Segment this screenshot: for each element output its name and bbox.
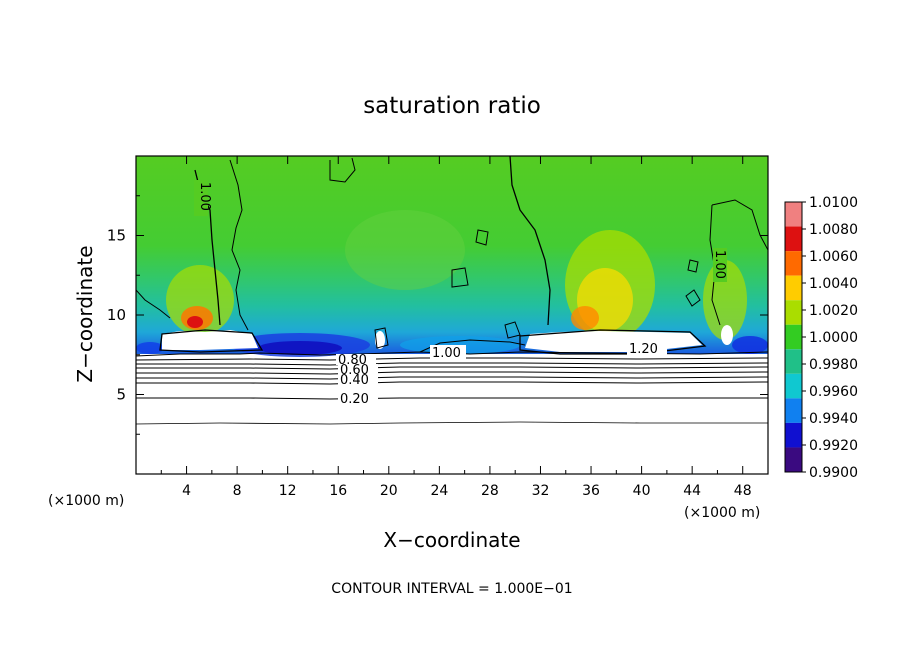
colorbar-swatch xyxy=(785,275,802,301)
colorbar-label: 1.0060 xyxy=(809,249,858,265)
contour-interval-note: CONTOUR INTERVAL = 1.000E−01 xyxy=(331,581,572,597)
colorbar-swatch xyxy=(785,349,802,374)
contour-label-bg xyxy=(627,341,667,355)
contour-label-bg xyxy=(338,392,378,405)
cloud-small-1 xyxy=(375,331,385,349)
x-tick-label: 12 xyxy=(279,483,297,499)
colorbar-label: 0.9940 xyxy=(809,411,858,427)
contour-label-bg xyxy=(336,354,376,365)
contour-label-1-00-a: 1.00 xyxy=(197,182,212,211)
x-tick-label: 40 xyxy=(633,483,651,499)
contour-label-1-00-c: 1.00 xyxy=(432,346,461,361)
x-axis: 4 8 12 16 20 24 28 32 36 40 44 48 xyxy=(160,156,752,499)
dry-pocket-edge xyxy=(136,342,164,354)
contour-label-bg xyxy=(430,345,466,359)
x-axis-label: X−coordinate xyxy=(383,528,520,552)
colorbar-label: 1.0040 xyxy=(809,276,858,292)
x-unit-left: (×1000 m) xyxy=(48,493,124,509)
contour-lines xyxy=(136,156,768,425)
y-axis-label: Z−coordinate xyxy=(73,245,97,382)
x-tick-label: 32 xyxy=(532,483,550,499)
x-unit-right: (×1000 m) xyxy=(684,505,760,521)
plume-mid xyxy=(345,210,465,290)
x-tick-label: 20 xyxy=(380,483,398,499)
moist-layer xyxy=(136,156,768,356)
plume-west-hot xyxy=(187,316,203,328)
colorbar-label: 0.9960 xyxy=(809,384,858,400)
colorbar: 1.0100 1.0080 1.0060 1.0040 1.0020 1.0000 0.99… xyxy=(784,195,858,481)
dry-pocket-west-core xyxy=(258,341,342,355)
colorbar-label: 1.0080 xyxy=(809,222,858,238)
x-tick-label: 24 xyxy=(430,483,448,499)
contour-label-bg xyxy=(194,180,208,216)
colorbar-swatch xyxy=(785,447,802,472)
y-tick-label: 10 xyxy=(107,306,126,324)
contour-label-group: 1.00 1.00 1.00 1.20 0.80 0.60 0.40 0.20 xyxy=(194,180,727,407)
heatmap-field: 1.00 1.00 1.00 1.20 0.80 0.60 0.40 0.20 xyxy=(136,156,768,474)
cloud-small-2 xyxy=(721,325,733,345)
colorbar-swatch xyxy=(785,300,802,325)
cloud-west xyxy=(162,330,258,350)
colorbar-label: 1.0020 xyxy=(809,303,858,319)
x-tick-label: 28 xyxy=(481,483,499,499)
contour-label-bg xyxy=(338,364,378,375)
x-tick-label: 48 xyxy=(734,483,752,499)
contour-label-bg xyxy=(338,374,378,386)
colorbar-swatch xyxy=(785,251,802,276)
colorbar-label: 1.0100 xyxy=(809,195,858,211)
contour-label-0-20: 0.20 xyxy=(340,392,369,407)
colorbar-swatch xyxy=(785,226,802,252)
dry-pocket-east xyxy=(732,336,768,354)
contour-label-1-20: 1.20 xyxy=(629,342,658,357)
colorbar-swatch xyxy=(785,422,802,448)
colorbar-label: 1.0000 xyxy=(809,330,858,346)
y-axis: 5 10 15 xyxy=(107,195,768,435)
x-tick-label: 4 xyxy=(182,483,191,499)
colorbar-swatch xyxy=(785,398,802,423)
colorbar-swatch xyxy=(785,324,802,350)
x-tick-label: 44 xyxy=(683,483,701,499)
colorbar-swatch xyxy=(785,202,802,227)
plume-east-hot xyxy=(571,306,599,330)
x-tick-label: 8 xyxy=(233,483,242,499)
contour-label-0-40: 0.40 xyxy=(340,373,369,388)
colorbar-label: 0.9920 xyxy=(809,438,858,454)
colorbar-label: 0.9900 xyxy=(809,465,858,481)
contour-label-bg xyxy=(713,248,727,282)
x-tick-label: 16 xyxy=(329,483,347,499)
colorbar-swatch xyxy=(785,373,802,399)
contour-label-1-00-b: 1.00 xyxy=(712,250,727,279)
colorbar-label: 0.9980 xyxy=(809,357,858,373)
y-tick-label: 5 xyxy=(116,386,126,404)
dry-layer xyxy=(136,354,768,474)
x-tick-label: 36 xyxy=(582,483,600,499)
y-tick-label: 15 xyxy=(107,227,126,245)
chart-title: saturation ratio xyxy=(363,93,541,119)
